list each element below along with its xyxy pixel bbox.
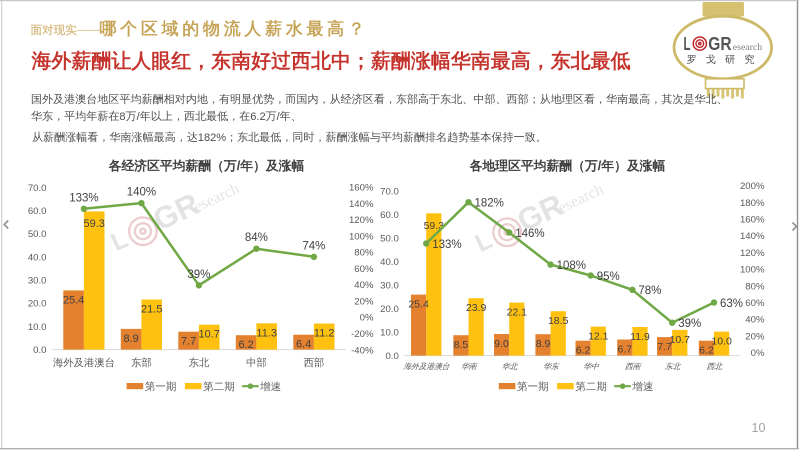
svg-text:21.5: 21.5 <box>141 304 162 316</box>
svg-text:60.0: 60.0 <box>28 206 47 217</box>
svg-text:80%: 80% <box>354 248 374 259</box>
svg-text:60%: 60% <box>354 264 374 275</box>
svg-text:8.9: 8.9 <box>536 338 551 350</box>
svg-text:133%: 133% <box>69 192 98 204</box>
svg-text:10: 10 <box>752 421 766 435</box>
svg-text:10.0: 10.0 <box>711 336 732 348</box>
svg-text:25.4: 25.4 <box>63 294 84 306</box>
svg-text:-40%: -40% <box>351 345 374 356</box>
svg-text:40%: 40% <box>354 280 374 291</box>
svg-text:80%: 80% <box>745 281 765 292</box>
svg-text:120%: 120% <box>740 248 765 259</box>
svg-text:/: / <box>277 111 281 123</box>
svg-text:0.0: 0.0 <box>33 345 46 356</box>
svg-text:70.0: 70.0 <box>380 186 399 197</box>
svg-text:25.4: 25.4 <box>408 299 429 311</box>
svg-text:30.0: 30.0 <box>28 276 47 287</box>
svg-text:esearch: esearch <box>733 42 762 53</box>
svg-text:100%: 100% <box>349 231 374 242</box>
svg-text:140%: 140% <box>740 231 765 242</box>
svg-text:108%: 108% <box>557 260 586 272</box>
svg-text:-20%: -20% <box>351 329 374 340</box>
svg-text:6.2: 6.2 <box>238 339 253 351</box>
svg-text:12.1: 12.1 <box>588 331 609 343</box>
svg-text:160%: 160% <box>349 183 374 194</box>
svg-text:59.3: 59.3 <box>424 220 445 232</box>
svg-text:39%: 39% <box>187 269 210 281</box>
svg-text:11.2: 11.2 <box>314 328 335 340</box>
svg-text:0%: 0% <box>360 313 374 324</box>
svg-text:/: / <box>137 111 141 123</box>
svg-text:40.0: 40.0 <box>380 257 399 268</box>
svg-text:10.7: 10.7 <box>198 329 219 341</box>
svg-text:18.5: 18.5 <box>548 315 569 327</box>
svg-text:200%: 200% <box>740 181 765 192</box>
svg-text:20.0: 20.0 <box>28 299 47 310</box>
svg-text:39%: 39% <box>678 318 701 330</box>
svg-text:6.4: 6.4 <box>296 339 311 351</box>
svg-text:0.0: 0.0 <box>385 351 398 362</box>
svg-text:/: / <box>237 158 241 173</box>
svg-text:10.0: 10.0 <box>28 322 47 333</box>
svg-text:L: L <box>684 34 691 54</box>
svg-text:7.7: 7.7 <box>657 341 672 353</box>
svg-text:6.2: 6.2 <box>576 345 591 357</box>
svg-text:95%: 95% <box>597 271 620 283</box>
svg-text:20%: 20% <box>745 331 765 342</box>
svg-text:160%: 160% <box>740 215 765 226</box>
svg-text:59.3: 59.3 <box>83 218 104 230</box>
svg-text:11.3: 11.3 <box>256 327 277 339</box>
svg-text:/: / <box>598 158 602 173</box>
svg-text:180%: 180% <box>740 198 765 209</box>
svg-text:GR: GR <box>708 34 731 55</box>
svg-text:20%: 20% <box>354 297 374 308</box>
svg-text:140%: 140% <box>349 199 374 210</box>
svg-text:60%: 60% <box>745 298 765 309</box>
svg-text:23.9: 23.9 <box>466 302 487 314</box>
svg-text:6.7: 6.7 <box>617 344 632 356</box>
svg-text:133%: 133% <box>432 239 461 251</box>
svg-text:10.7: 10.7 <box>670 334 691 346</box>
svg-text:74%: 74% <box>302 240 325 252</box>
svg-text:20.0: 20.0 <box>380 304 399 315</box>
svg-text:50.0: 50.0 <box>380 234 399 245</box>
svg-text:8.9: 8.9 <box>123 333 138 345</box>
svg-text:11.9: 11.9 <box>630 331 650 343</box>
svg-text:40%: 40% <box>745 315 765 326</box>
svg-text:40.0: 40.0 <box>28 252 47 263</box>
svg-text:8: 8 <box>119 111 125 123</box>
svg-text:6.2: 6.2 <box>699 345 714 357</box>
svg-text:0%: 0% <box>751 348 765 359</box>
svg-text:10.0: 10.0 <box>380 328 399 339</box>
svg-text:22.1: 22.1 <box>507 307 528 319</box>
svg-text:84%: 84% <box>245 232 268 244</box>
svg-text:146%: 146% <box>515 228 544 240</box>
svg-text:30.0: 30.0 <box>380 281 399 292</box>
svg-text:50.0: 50.0 <box>28 229 47 240</box>
svg-text:182%: 182% <box>198 132 227 144</box>
svg-text:120%: 120% <box>349 215 374 226</box>
svg-text:8.5: 8.5 <box>454 339 469 351</box>
svg-text:100%: 100% <box>740 265 765 276</box>
svg-text:9.0: 9.0 <box>494 338 509 350</box>
svg-text:7.7: 7.7 <box>181 336 196 348</box>
svg-text:63%: 63% <box>720 298 743 310</box>
svg-text:182%: 182% <box>475 198 504 210</box>
svg-text:60.0: 60.0 <box>380 210 399 221</box>
svg-text:78%: 78% <box>638 285 661 297</box>
svg-text:70.0: 70.0 <box>28 183 47 194</box>
svg-text:6.2: 6.2 <box>250 111 265 123</box>
svg-text:140%: 140% <box>127 187 156 199</box>
